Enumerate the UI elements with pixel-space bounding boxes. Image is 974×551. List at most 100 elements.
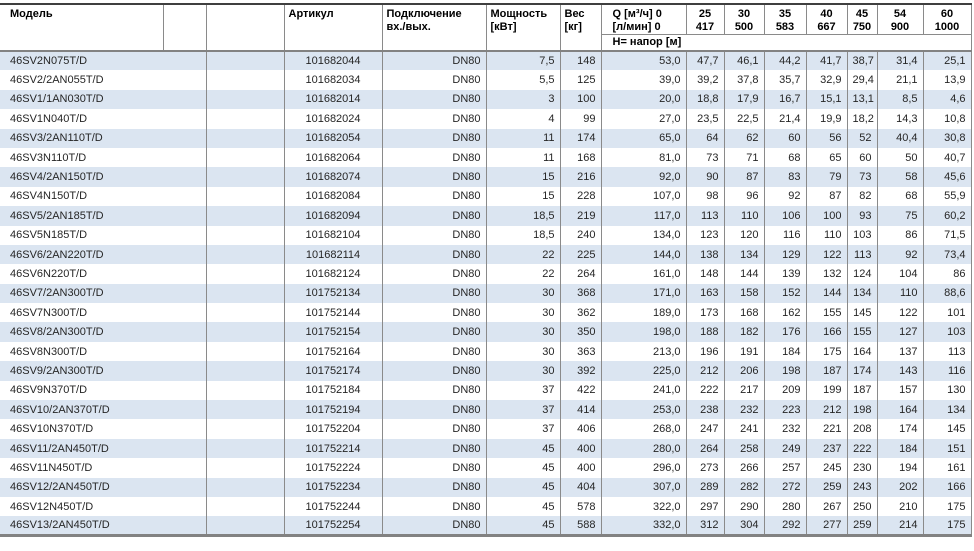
head-value-cell: 52 (846, 128, 877, 148)
head-value-cell: 21,4 (763, 109, 806, 129)
connection-cell: DN80 (381, 477, 486, 497)
head-value-cell: 137 (876, 341, 923, 362)
head-value-cell: 332,0 (600, 516, 686, 536)
spacer-cell (205, 89, 284, 110)
spacer-cell (205, 438, 284, 459)
head-value-cell: 307,0 (600, 477, 686, 497)
power-cell: 30 (485, 322, 560, 342)
col-header-empty-2 (205, 4, 284, 52)
spacer-cell (205, 400, 284, 420)
head-value-cell: 148 (685, 264, 724, 284)
head-value-cell: 198 (763, 361, 806, 381)
pump-spec-table: Модель Артикул Подключение вх./вых. Мощн… (0, 3, 972, 538)
weight-cell: 125 (559, 70, 601, 90)
head-value-cell: 144 (723, 264, 764, 284)
weight-cell: 225 (559, 244, 601, 265)
head-value-cell: 110 (876, 283, 923, 304)
table-row: 46SV10/2AN370T/D 101752194 DN80 37 414 253,0 2… (0, 400, 972, 420)
col-header-flow-40: 40 667 (805, 4, 847, 35)
head-value-cell: 19,9 (805, 109, 847, 129)
table-row: 46SV1/1AN030T/D 101682014 DN80 3 100 20,0 18,8… (0, 89, 972, 110)
head-value-cell: 39,0 (600, 70, 686, 90)
col-header-flow-45: 45 750 (846, 4, 877, 35)
head-value-cell: 62 (723, 128, 764, 148)
spacer-cell (205, 206, 284, 226)
head-value-cell: 175 (922, 516, 972, 536)
head-value-cell: 290 (723, 496, 764, 517)
head-value-cell: 116 (922, 361, 972, 381)
head-value-cell: 174 (846, 361, 877, 381)
head-value-cell: 73 (685, 147, 724, 168)
head-value-cell: 22,5 (723, 109, 764, 129)
head-value-cell: 199 (805, 380, 847, 401)
model-cell: 46SV5/2AN185T/D (10, 209, 104, 222)
table-header: Модель Артикул Подключение вх./вых. Мощн… (0, 4, 972, 52)
head-value-cell: 32,9 (805, 70, 847, 90)
head-value-cell: 123 (685, 225, 724, 245)
head-value-cell: 106 (763, 206, 806, 226)
connection-cell: DN80 (381, 361, 486, 381)
model-cell: 46SV3N110T/D (10, 151, 87, 164)
power-cell: 37 (485, 380, 560, 401)
head-value-cell: 241,0 (600, 380, 686, 401)
head-value-cell: 44,2 (763, 51, 806, 71)
model-cell: 46SV4/2AN150T/D (10, 171, 104, 184)
articul-cell: 101752184 (283, 380, 382, 401)
head-value-cell: 209 (763, 380, 806, 401)
weight-cell: 174 (559, 128, 601, 148)
head-value-cell: 113 (685, 206, 724, 226)
model-cell: 46SV10N370T/D (10, 423, 94, 436)
table-row: 46SV2/2AN055T/D 101682034 DN80 5,5 125 39,0 39… (0, 70, 972, 90)
head-value-cell: 65 (805, 147, 847, 168)
spacer-cell (205, 380, 284, 401)
connection-cell: DN80 (381, 264, 486, 284)
head-value-cell: 87 (805, 186, 847, 207)
head-value-cell: 134 (723, 244, 764, 265)
head-value-cell: 82 (846, 186, 877, 207)
power-cell: 45 (485, 496, 560, 517)
head-value-cell: 164 (876, 400, 923, 420)
weight-cell: 414 (559, 400, 601, 420)
col-header-flow-25: 25 417 (685, 4, 724, 35)
col-header-connection: Подключение вх./вых. (381, 4, 486, 52)
model-cell: 46SV11/2AN450T/D (10, 442, 109, 455)
head-value-cell: 144,0 (600, 244, 686, 265)
power-cell: 22 (485, 264, 560, 284)
head-value-cell: 168 (723, 303, 764, 323)
head-value-cell: 139 (763, 264, 806, 284)
connection-cell: DN80 (381, 186, 486, 207)
head-value-cell: 164 (846, 341, 877, 362)
connection-cell: DN80 (381, 458, 486, 478)
head-value-cell: 93 (846, 206, 877, 226)
head-value-cell: 163 (685, 283, 724, 304)
spacer-cell (205, 341, 284, 362)
power-cell: 18,5 (485, 206, 560, 226)
head-value-cell: 73 (846, 167, 877, 187)
power-cell: 7,5 (485, 51, 560, 71)
connection-cell: DN80 (381, 206, 486, 226)
articul-cell: 101682104 (283, 225, 382, 245)
connection-cell: DN80 (381, 244, 486, 265)
connection-cell: DN80 (381, 70, 486, 90)
power-cell: 30 (485, 341, 560, 362)
head-value-cell: 10,8 (922, 109, 972, 129)
head-value-cell: 60 (846, 147, 877, 168)
table-row: 46SV11N450T/D 101752224 DN80 45 400 296,0 273 2… (0, 458, 972, 478)
model-cell: 46SV6/2AN220T/D (10, 248, 104, 261)
head-value-cell: 198,0 (600, 322, 686, 342)
head-value-cell: 152 (763, 283, 806, 304)
model-cell: 46SV10/2AN370T/D (10, 403, 110, 416)
head-value-cell: 188 (685, 322, 724, 342)
head-value-cell: 124 (846, 264, 877, 284)
head-value-cell: 166 (805, 322, 847, 342)
table-row: 46SV7N300T/D 101752144 DN80 30 362 189,0 173 16… (0, 303, 972, 323)
model-cell: 46SV2N075T/D (10, 55, 88, 68)
head-value-cell: 312 (685, 516, 724, 536)
head-value-cell: 267 (805, 496, 847, 517)
head-value-cell: 245 (805, 458, 847, 478)
weight-cell: 422 (559, 380, 601, 401)
power-cell: 15 (485, 167, 560, 187)
head-value-cell: 35,7 (763, 70, 806, 90)
head-value-cell: 266 (723, 458, 764, 478)
